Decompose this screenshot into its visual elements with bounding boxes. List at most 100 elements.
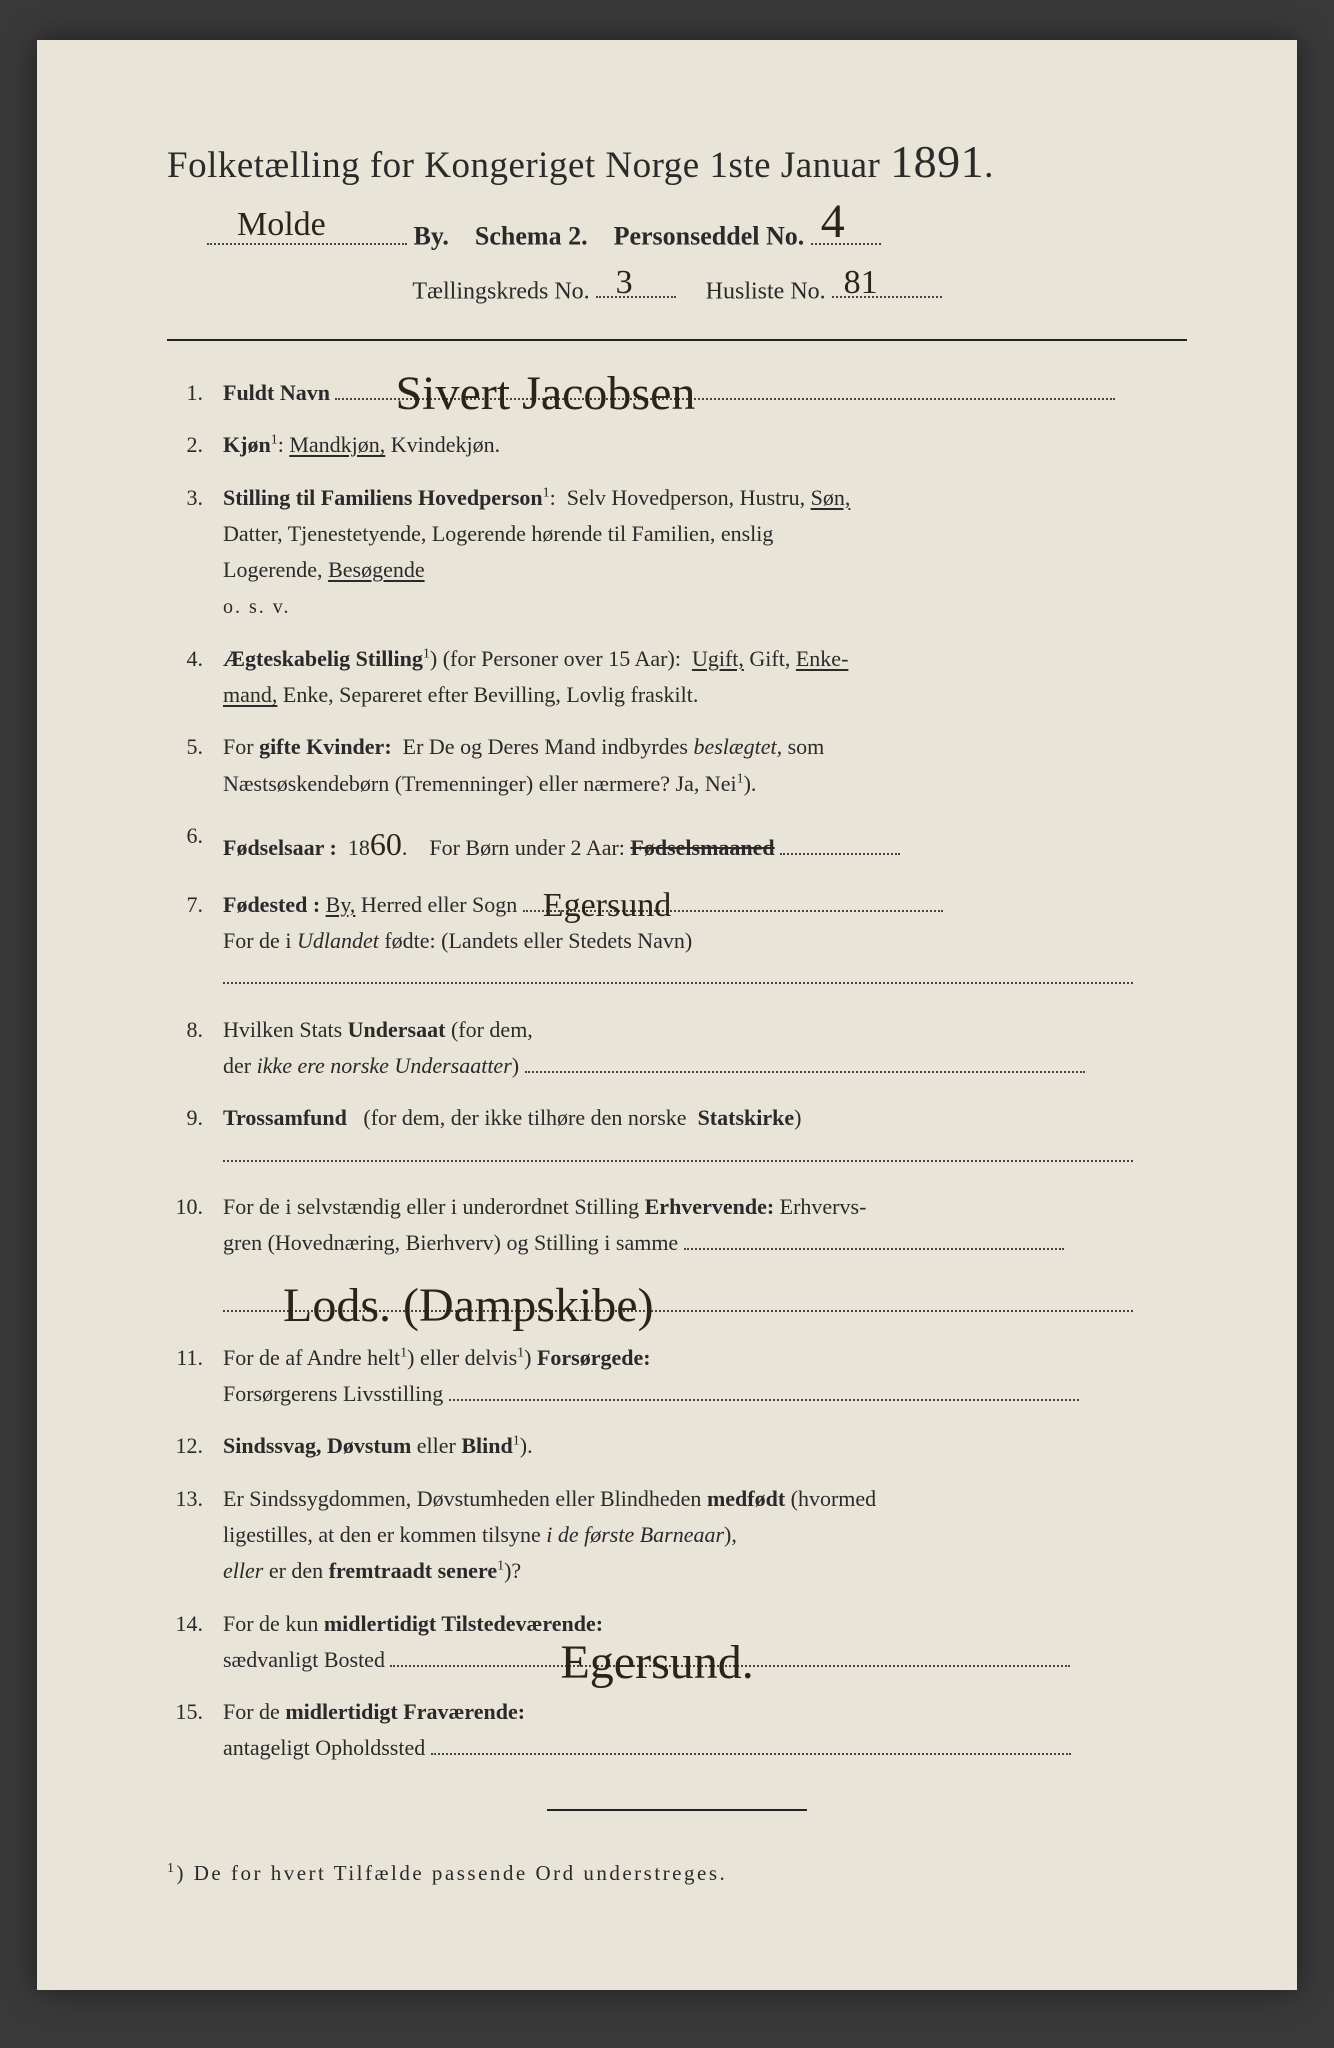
entry-body: Kjøn1: Mandkjøn, Kvindekjøn. [223, 427, 1187, 463]
e12-end: ). [520, 1433, 533, 1458]
e14-line2: sædvanligt Bosted [223, 1647, 385, 1672]
husliste-field: 81 [832, 272, 942, 298]
label-gifte-kvinder: gifte Kvinder: [259, 734, 392, 759]
e6-rest: For Børn under 2 Aar: [429, 835, 625, 860]
entry-body: Fødselsaar : 1860. For Børn under 2 Aar:… [223, 818, 1187, 871]
e11-pre: For de af Andre helt [223, 1345, 400, 1370]
erhverv-value: Lods. (Dampskibe) [283, 1266, 654, 1345]
tkreds-field: 3 [596, 272, 676, 298]
label-blind: Blind [461, 1433, 512, 1458]
tkreds-value: 3 [616, 264, 633, 302]
e13-line1: Er Sindssygdommen, Døvstumheden eller Bl… [223, 1486, 701, 1511]
label-fuldt-navn: Fuldt Navn [223, 380, 330, 405]
entry-num: 4. [167, 641, 223, 714]
personseddel-value: 4 [821, 194, 845, 249]
entry-body: Fuldt Navn Sivert Jacobsen [223, 375, 1187, 411]
divider-bottom [547, 1809, 807, 1811]
colon: : [550, 485, 556, 510]
by-value: Molde [237, 206, 326, 244]
month-field [780, 833, 900, 855]
e5-rest1: Er De og Deres Mand indbyrdes [403, 734, 688, 759]
e13-line3a: er den [269, 1558, 323, 1583]
entry-num: 13. [167, 1481, 223, 1590]
birthplace-field: Egersund [523, 890, 943, 912]
entry-14: 14. For de kun midlertidigt Tilstedevære… [167, 1606, 1187, 1679]
e8-l2ital: ikke ere norske Undersaatter [257, 1053, 512, 1078]
e4-paren: (for Personer over 15 Aar): [443, 646, 681, 671]
entry-13: 13. Er Sindssygdommen, Døvstumheden elle… [167, 1481, 1187, 1590]
opt-by: By, [326, 892, 356, 917]
e13-line3ital: eller [223, 1558, 263, 1583]
sup: 1 [423, 646, 430, 661]
e5-line2: Næstsøskendebørn (Tremenninger) eller næ… [223, 771, 737, 796]
name-value: Sivert Jacobsen [395, 354, 695, 433]
personseddel-field: 4 [811, 216, 881, 245]
entry-8: 8. Hvilken Stats Undersaat (for dem, der… [167, 1012, 1187, 1085]
e15-line2: antageligt Opholdssted [223, 1735, 425, 1760]
label-erhvervende: Erhvervende: [645, 1194, 775, 1219]
e7-line2ital: Udlandet [297, 928, 379, 953]
opt-son: Søn, [811, 485, 851, 510]
e11-mid: ) eller delvis [407, 1345, 517, 1370]
bosted-value: Egersund. [560, 1623, 753, 1702]
entry-12: 12. Sindssvag, Døvstum eller Blind1). [167, 1428, 1187, 1464]
title-main: Folketælling for Kongeriget Norge 1ste J… [167, 145, 880, 186]
opt-gift: Gift, [749, 646, 790, 671]
opt-kvindekjon: Kvindekjøn. [391, 432, 500, 457]
entry-4: 4. Ægteskabelig Stilling1) (for Personer… [167, 641, 1187, 714]
husliste-value: 81 [844, 264, 878, 302]
erhverv-field1 [684, 1228, 1064, 1250]
osv: o. s. v. [223, 596, 290, 618]
e9-rest: (for dem, der ikke tilhøre den norske [363, 1105, 686, 1130]
entry-6: 6. Fødselsaar : 1860. For Børn under 2 A… [167, 818, 1187, 871]
personseddel-label: Personseddel No. [614, 222, 805, 251]
year-dot: . [402, 835, 408, 860]
e5-rest1b: som [788, 734, 825, 759]
entry-body: For de i selvstændig eller i underordnet… [223, 1189, 1187, 1324]
header-line-2: Tællingskreds No. 3 Husliste No. 81 [167, 272, 1187, 305]
footnote-sup: 1 [167, 1861, 177, 1876]
entry-11: 11. For de af Andre helt1) eller delvis1… [167, 1340, 1187, 1413]
e8-l2pre: der [223, 1053, 251, 1078]
label-undersaat: Undersaat [348, 1017, 446, 1042]
abroad-field [223, 962, 1133, 984]
title-year: 1891 [890, 136, 984, 187]
e4-line2b: Enke, Separeret efter Bevilling, Lovlig … [283, 682, 698, 707]
entry-1: 1. Fuldt Navn Sivert Jacobsen [167, 375, 1187, 411]
entry-10: 10. For de i selvstændig eller i underor… [167, 1189, 1187, 1324]
page-title: Folketælling for Kongeriget Norge 1ste J… [167, 135, 1187, 188]
opt-mandkjon: Mandkjøn, [289, 432, 385, 457]
colon: : [278, 432, 284, 457]
footnote-text: ) De for hvert Tilfælde passende Ord und… [177, 1861, 728, 1885]
e10-rest: Erhvervs- [780, 1194, 867, 1219]
label-stilling: Stilling til Familiens Hovedperson [223, 485, 543, 510]
e12-mid: eller [417, 1433, 456, 1458]
label-medfodt: medfødt [707, 1486, 785, 1511]
entry-num: 6. [167, 818, 223, 871]
label-sindssvag: Sindssvag, Døvstum [223, 1433, 411, 1458]
e3-line1: Selv Hovedperson, Hustru, [567, 485, 805, 510]
e10-pre: For de i selvstændig eller i underordnet… [223, 1194, 639, 1219]
label-forsorgede: Forsørgede: [537, 1345, 651, 1370]
by-label: By. [414, 222, 449, 251]
sup: 1 [271, 433, 278, 448]
year-value: 60 [370, 826, 402, 862]
entry-body: Stilling til Familiens Hovedperson1: Sel… [223, 480, 1187, 625]
e5-end: ). [744, 771, 757, 796]
entries-list: 1. Fuldt Navn Sivert Jacobsen 2. Kjøn1: … [167, 375, 1187, 1767]
erhverv-field2: Lods. (Dampskibe) [223, 1290, 1133, 1312]
entry-num: 1. [167, 375, 223, 411]
entry-num: 15. [167, 1694, 223, 1767]
forsorger-field [449, 1379, 1079, 1401]
entry-9: 9. Trossamfund (for dem, der ikke tilhør… [167, 1100, 1187, 1173]
entry-15: 15. For de midlertidigt Fraværende: anta… [167, 1694, 1187, 1767]
entry-body: Sindssvag, Døvstum eller Blind1). [223, 1428, 1187, 1464]
entry-num: 11. [167, 1340, 223, 1413]
entry-body: Er Sindssygdommen, Døvstumheden eller Bl… [223, 1481, 1187, 1590]
e8-l1a: Hvilken Stats [223, 1017, 342, 1042]
divider-top [167, 339, 1187, 341]
e13-line3b: )? [504, 1558, 521, 1583]
e15-pre: For de [223, 1699, 280, 1724]
opt-besogende: Besøgende [328, 557, 425, 582]
title-dot: . [984, 145, 994, 186]
